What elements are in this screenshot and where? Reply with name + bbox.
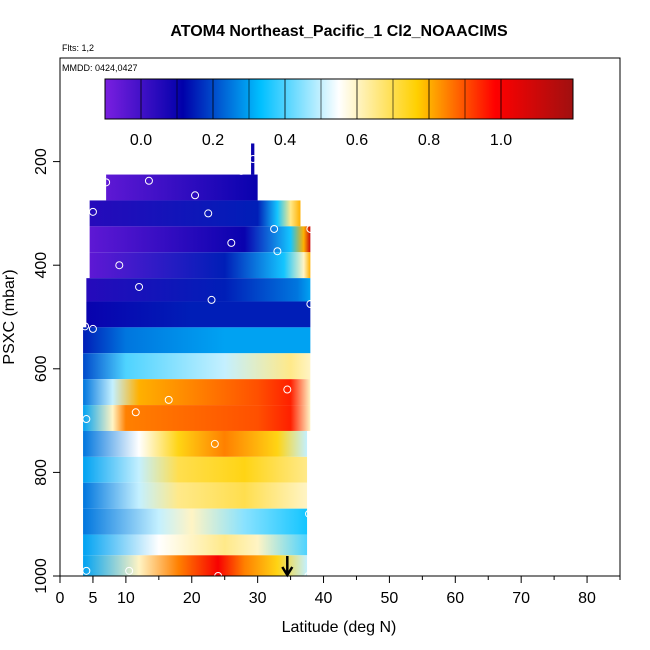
heatmap-cell bbox=[86, 278, 311, 302]
heatmap-cell bbox=[83, 405, 311, 431]
heatmap-cell bbox=[83, 379, 311, 406]
sample-point bbox=[305, 509, 314, 518]
y-axis: 200 400 600 800 1000 bbox=[33, 148, 60, 594]
sample-point bbox=[115, 261, 124, 270]
y-tick-label: 200 bbox=[33, 148, 50, 175]
sample-point bbox=[207, 295, 216, 304]
sample-point bbox=[283, 385, 292, 394]
x-tick-label: 80 bbox=[578, 590, 596, 607]
flights-label: Flts: 1,2 bbox=[62, 43, 94, 53]
heatmap-cell bbox=[86, 301, 311, 328]
sample-point bbox=[102, 178, 111, 187]
dates-label: MMDD: 0424,0427 bbox=[62, 63, 138, 73]
sample-point bbox=[164, 395, 173, 404]
x-tick-label: 10 bbox=[117, 590, 135, 607]
y-tick-label: 1000 bbox=[33, 558, 50, 594]
x-tick-label: 50 bbox=[381, 590, 399, 607]
colorbar-tick-label: 1.0 bbox=[490, 132, 512, 149]
sample-point bbox=[306, 300, 315, 309]
heatmap-cell bbox=[83, 456, 308, 483]
sample-point bbox=[249, 155, 258, 164]
sample-point bbox=[131, 408, 140, 417]
x-axis-label: Latitude (deg N) bbox=[282, 619, 397, 636]
colorbar-tick-label: 0.0 bbox=[130, 132, 152, 149]
heatmap-cell bbox=[83, 482, 308, 509]
sample-point bbox=[88, 207, 97, 216]
sample-point bbox=[82, 415, 91, 424]
y-axis-label: PSXC (mbar) bbox=[1, 269, 18, 364]
heatmap-layer bbox=[83, 143, 311, 576]
colorbar-tick-label: 0.8 bbox=[418, 132, 440, 149]
sample-point bbox=[144, 176, 153, 185]
sample-point bbox=[273, 247, 282, 256]
x-tick-label: 70 bbox=[512, 590, 530, 607]
sample-point bbox=[191, 191, 200, 200]
colorbar-rect bbox=[104, 78, 574, 120]
sample-points-layer bbox=[81, 155, 315, 580]
sample-point bbox=[204, 209, 213, 218]
sample-point bbox=[270, 224, 279, 233]
sample-point bbox=[210, 439, 219, 448]
heatmap-cell bbox=[106, 174, 258, 201]
heatmap-cell bbox=[83, 534, 308, 556]
sample-point bbox=[237, 166, 246, 175]
heatmap-cell bbox=[89, 200, 301, 227]
colorbar-ticks: 0.0 0.2 0.4 0.6 0.8 1.0 bbox=[130, 79, 512, 149]
sample-point bbox=[81, 322, 90, 331]
y-tick-label: 400 bbox=[33, 252, 50, 279]
y-tick-label: 600 bbox=[33, 355, 50, 382]
y-tick-label: 800 bbox=[33, 459, 50, 486]
plot-frame bbox=[59, 57, 621, 577]
sample-point bbox=[82, 566, 91, 575]
colorbar-tick-label: 0.4 bbox=[274, 132, 296, 149]
x-tick-label: 0 bbox=[56, 590, 65, 607]
colorbar-tick-label: 0.6 bbox=[346, 132, 368, 149]
latitude-arrow bbox=[281, 556, 294, 578]
chart-title: ATOM4 Northeast_Pacific_1 Cl2_NOAACIMS bbox=[170, 23, 508, 40]
x-tick-label: 30 bbox=[249, 590, 267, 607]
heatmap-cell bbox=[89, 252, 311, 279]
sample-point bbox=[227, 238, 236, 247]
x-tick-label: 5 bbox=[88, 590, 97, 607]
x-tick-label: 60 bbox=[446, 590, 464, 607]
heatmap-cell bbox=[83, 430, 308, 457]
heatmap-cell bbox=[83, 555, 308, 576]
heatmap-cell bbox=[89, 226, 311, 253]
heatmap-cell bbox=[83, 353, 311, 380]
colorbar-tick-label: 0.2 bbox=[202, 132, 224, 149]
heatmap-cell bbox=[251, 143, 255, 175]
x-axis: 0 5 10 20 30 40 50 60 70 80 bbox=[56, 576, 621, 607]
arrow-head bbox=[281, 566, 294, 578]
sample-point bbox=[125, 566, 134, 575]
heatmap-cell bbox=[83, 508, 308, 535]
sample-point bbox=[88, 324, 97, 333]
x-tick-label: 40 bbox=[315, 590, 333, 607]
sample-point bbox=[306, 224, 315, 233]
sample-point bbox=[135, 282, 144, 291]
colorbar: 0.0 0.2 0.4 0.6 0.8 1.0 bbox=[104, 78, 574, 149]
heatmap-cell bbox=[83, 327, 311, 354]
x-tick-label: 20 bbox=[183, 590, 201, 607]
